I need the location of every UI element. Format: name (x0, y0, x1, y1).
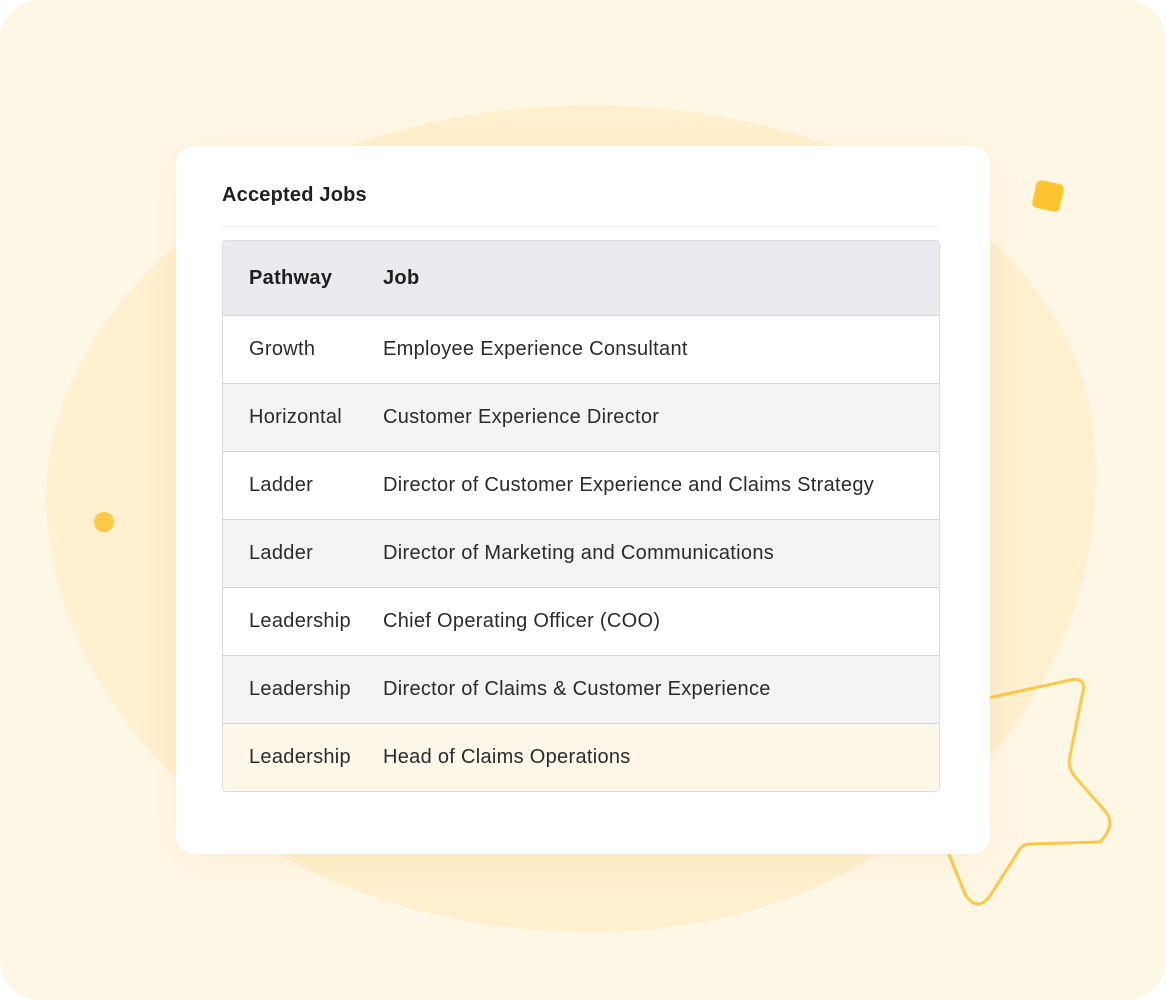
table-row-highlighted[interactable]: Leadership Head of Claims Operations (223, 723, 939, 791)
table-row[interactable]: Ladder Director of Customer Experience a… (223, 451, 939, 519)
pathway-cell: Leadership (249, 610, 351, 632)
accepted-jobs-card: Accepted Jobs Pathway Job Growth Employe… (176, 146, 990, 854)
job-cell: Head of Claims Operations (383, 746, 631, 768)
table-row[interactable]: Growth Employee Experience Consultant (223, 315, 939, 383)
pathway-cell: Leadership (249, 746, 351, 768)
pathway-cell: Leadership (249, 678, 351, 700)
job-cell: Director of Customer Experience and Clai… (383, 474, 875, 496)
table-row[interactable]: Leadership Director of Claims & Customer… (223, 655, 939, 723)
pathway-cell: Horizontal (249, 406, 343, 428)
job-cell: Customer Experience Director (383, 406, 660, 428)
job-cell: Director of Marketing and Communications (383, 542, 775, 564)
job-cell: Employee Experience Consultant (383, 338, 688, 360)
jobs-table: Pathway Job Growth Employee Experience C… (222, 240, 940, 792)
card-title: Accepted Jobs (222, 184, 367, 206)
table-row[interactable]: Horizontal Customer Experience Director (223, 383, 939, 451)
column-header-pathway: Pathway (249, 266, 333, 289)
decor-star-icon (944, 677, 1112, 906)
title-divider (222, 226, 938, 227)
table-row[interactable]: Leadership Chief Operating Officer (COO) (223, 587, 939, 655)
pathway-cell: Growth (249, 338, 316, 360)
pathway-cell: Ladder (249, 542, 314, 564)
pathway-cell: Ladder (249, 474, 314, 496)
decor-square-icon (1031, 179, 1065, 213)
table-header-row: Pathway Job (223, 241, 939, 315)
job-cell: Director of Claims & Customer Experience (383, 678, 771, 700)
table-row[interactable]: Ladder Director of Marketing and Communi… (223, 519, 939, 587)
column-header-job: Job (383, 266, 420, 289)
job-cell: Chief Operating Officer (COO) (383, 610, 661, 632)
decor-dot-icon (94, 512, 114, 532)
